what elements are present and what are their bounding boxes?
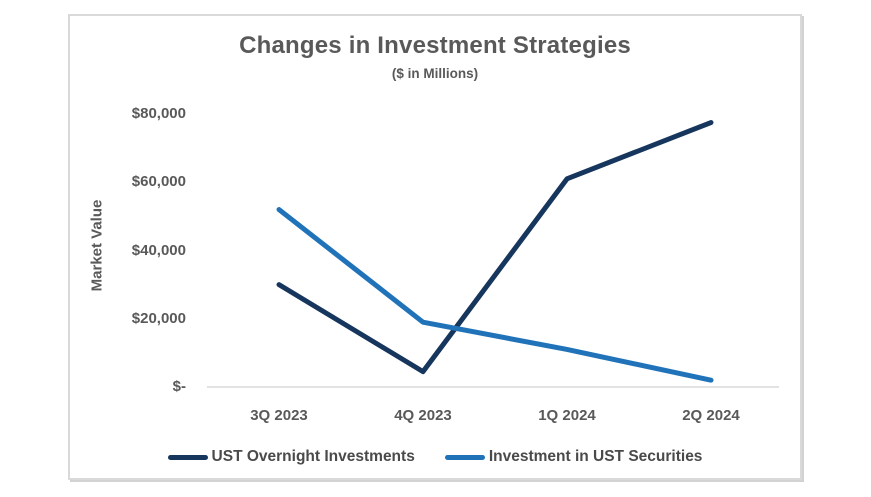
legend-label: UST Overnight Investments [211,448,415,465]
plot-area [207,120,779,388]
series-line-0 [276,120,714,375]
legend: UST Overnight Investments Investment in U… [70,448,800,466]
y-tick-label: $20,000 [131,309,186,327]
x-tick-label: 4Q 2023 [394,407,452,424]
chart-subtitle: ($ in Millions) [391,66,479,81]
legend-item-0: UST Overnight Investments [167,448,415,466]
y-tick-label: $40,000 [131,241,186,259]
legend-swatch-icon [444,454,485,460]
chart-title: Changes in Investment Strategies [239,32,631,59]
x-tick-label: 1Q 2024 [538,407,596,424]
x-tick-label: 3Q 2023 [250,407,308,424]
y-tick-label: $60,000 [131,173,186,191]
x-tick-label: 2Q 2024 [682,407,740,424]
y-tick-label: $80,000 [131,105,186,122]
series-line-1 [276,207,714,383]
legend-item-1: Investment in UST Securities [444,448,703,466]
legend-swatch-icon [167,454,208,460]
chart-frame: Changes in Investment Strategies ($ in M… [68,14,802,480]
legend-label: Investment in UST Securities [488,448,703,465]
y-tick-label: $- [172,378,186,395]
